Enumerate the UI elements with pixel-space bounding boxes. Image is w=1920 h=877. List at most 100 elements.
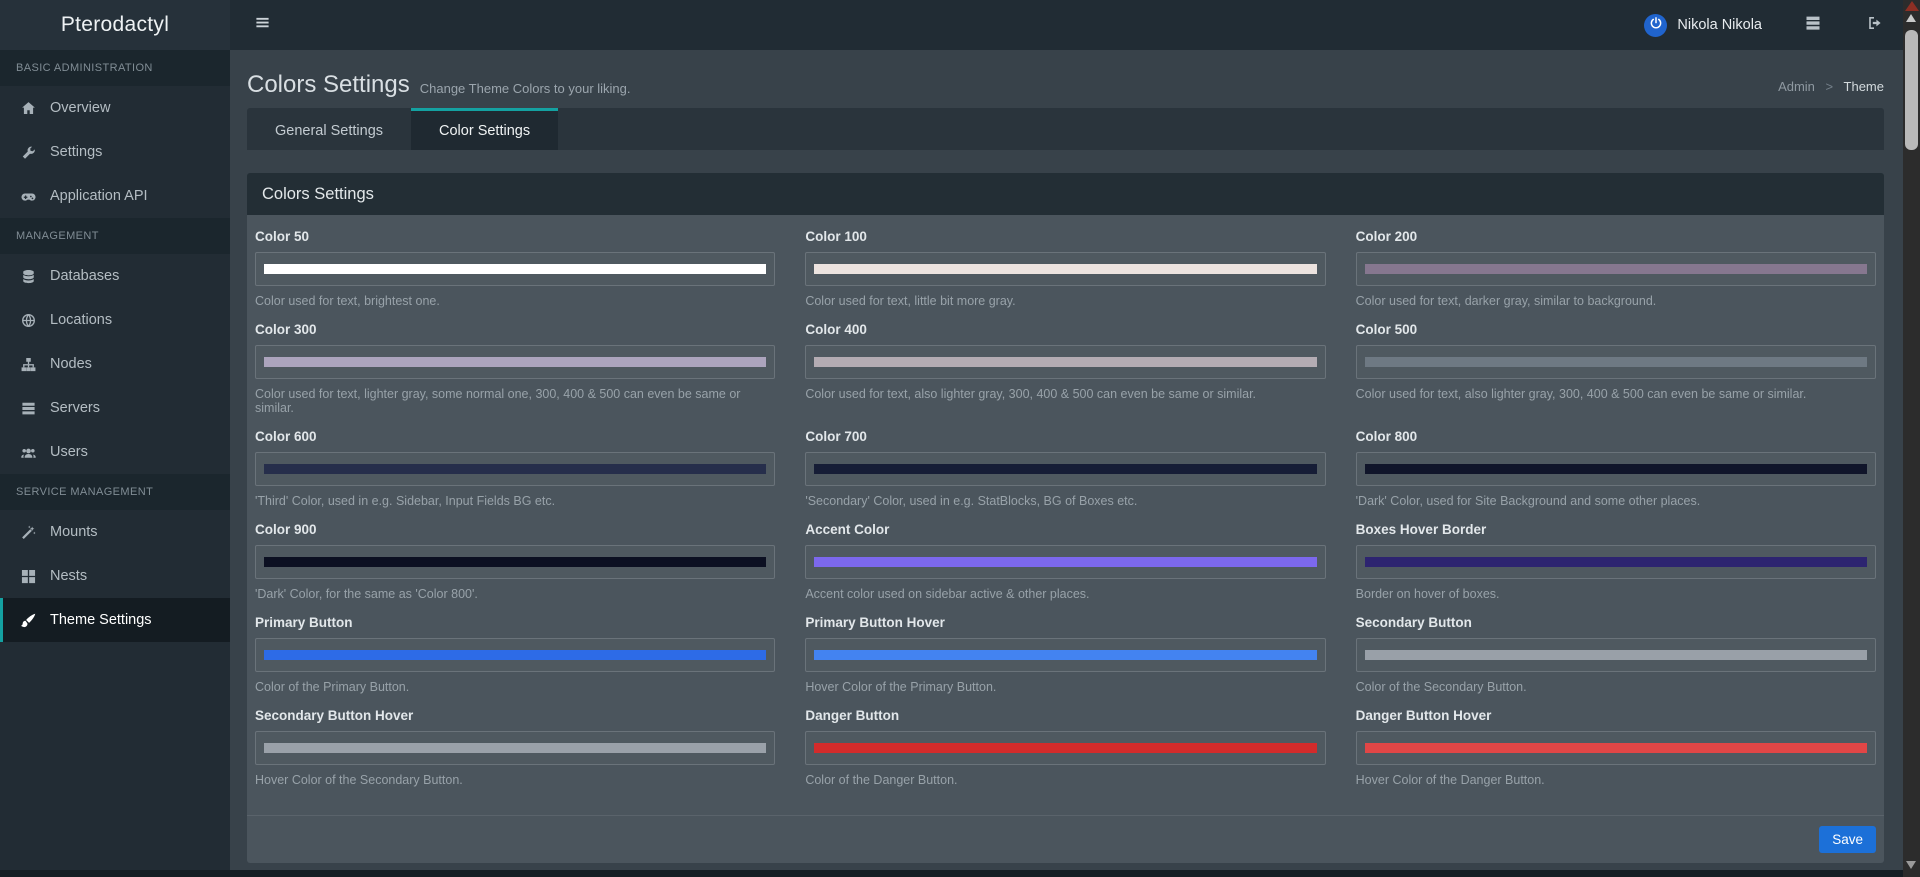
tab-general-settings[interactable]: General Settings [247,108,411,150]
paint-brush-icon [18,613,38,628]
color-input[interactable] [255,252,776,286]
color-field-label: Color 800 [1355,429,1418,444]
color-field-description: Color used for text, darker gray, simila… [1355,294,1657,308]
scrollbar-top-red-marker-icon [1905,1,1919,11]
top-bar: Pterodactyl Nikola Nikola [0,0,1920,50]
sidebar-item-users[interactable]: Users [0,430,230,474]
color-input[interactable] [805,731,1326,765]
color-swatch [1364,743,1867,753]
color-swatch [814,357,1317,367]
color-input[interactable] [805,545,1326,579]
sidebar-item-label: Settings [50,144,103,160]
gamepad-icon [18,189,38,204]
color-input[interactable] [1355,345,1876,379]
color-input[interactable] [1355,252,1876,286]
color-input[interactable] [805,345,1326,379]
color-input[interactable] [1355,452,1876,486]
sidebar-section-label: BASIC ADMINISTRATION [0,50,230,86]
user-menu[interactable]: Nikola Nikola [1644,13,1762,37]
scrollbar[interactable] [1903,0,1920,877]
logout-button[interactable] [1864,14,1886,36]
page-subtitle: Change Theme Colors to your liking. [419,81,631,96]
scrollbar-down-arrow-icon[interactable] [1906,861,1916,869]
panel-title: Colors Settings [247,173,1884,215]
color-field-primary-button: Primary Button Color of the Primary Butt… [255,615,776,694]
color-input[interactable] [1355,731,1876,765]
color-field-color-800: Color 800 'Dark' Color, used for Site Ba… [1355,429,1876,508]
brand-logo[interactable]: Pterodactyl [0,0,230,50]
color-field-description: Border on hover of boxes. [1355,587,1500,601]
user-name: Nikola Nikola [1677,17,1762,33]
globe-icon [18,313,38,328]
sidebar-item-nodes[interactable]: Nodes [0,342,230,386]
color-input[interactable] [805,452,1326,486]
breadcrumb-admin-link[interactable]: Admin [1778,79,1815,94]
color-field-color-50: Color 50 Color used for text, brightest … [255,229,776,308]
color-swatch [814,557,1317,567]
color-field-label: Color 100 [805,229,867,244]
color-swatch [264,264,767,274]
sitemap-icon [18,357,38,372]
color-field-color-200: Color 200 Color used for text, darker gr… [1355,229,1876,308]
color-field-label: Danger Button [805,708,900,723]
color-input[interactable] [255,638,776,672]
sidebar-toggle-button[interactable] [247,10,277,40]
color-field-primary-button-hover: Primary Button Hover Hover Color of the … [805,615,1326,694]
scrollbar-thumb[interactable] [1905,30,1918,150]
color-input[interactable] [255,545,776,579]
sidebar-item-databases[interactable]: Databases [0,254,230,298]
top-bar-right: Nikola Nikola [230,0,1920,50]
tab-bar: General Settings Color Settings [247,108,1884,150]
sidebar-item-overview[interactable]: Overview [0,86,230,130]
color-swatch [814,650,1317,660]
color-input[interactable] [805,638,1326,672]
color-field-description: 'Secondary' Color, used in e.g. StatBloc… [805,494,1138,508]
color-input[interactable] [1355,545,1876,579]
sidebar-item-locations[interactable]: Locations [0,298,230,342]
save-button[interactable]: Save [1819,826,1876,853]
color-field-label: Color 200 [1355,229,1418,244]
color-field-color-300: Color 300 Color used for text, lighter g… [255,322,776,415]
color-field-color-600: Color 600 'Third' Color, used in e.g. Si… [255,429,776,508]
color-field-label: Boxes Hover Border [1355,522,1487,537]
color-field-label: Primary Button Hover [805,615,945,630]
color-input[interactable] [255,731,776,765]
sidebar-item-nests[interactable]: Nests [0,554,230,598]
sidebar-item-servers[interactable]: Servers [0,386,230,430]
color-field-label: Accent Color [805,522,890,537]
sidebar-item-settings[interactable]: Settings [0,130,230,174]
color-input[interactable] [1355,638,1876,672]
user-avatar [1644,13,1668,37]
color-swatch [264,743,767,753]
color-field-description: Color used for text, also lighter gray, … [805,387,1257,401]
breadcrumb-current: Theme [1843,79,1884,94]
color-input[interactable] [255,345,776,379]
grid-icon [18,569,38,584]
sidebar-item-label: Overview [50,100,111,116]
server-list-button[interactable] [1802,14,1824,36]
tab-color-settings[interactable]: Color Settings [411,108,559,150]
sidebar-item-theme-settings[interactable]: Theme Settings [0,598,230,642]
power-icon [1649,16,1663,34]
sidebar-item-label: Nests [50,568,88,584]
color-field-description: 'Dark' Color, used for Site Background a… [1355,494,1701,508]
color-field-description: Color used for text, also lighter gray, … [1355,387,1807,401]
color-swatch [814,464,1317,474]
color-input[interactable] [805,252,1326,286]
color-swatch [1364,650,1867,660]
sidebar-item-mounts[interactable]: Mounts [0,510,230,554]
color-field-label: Primary Button [255,615,353,630]
wrench-icon [18,145,38,160]
color-field-color-500: Color 500 Color used for text, also ligh… [1355,322,1876,415]
color-field-label: Color 600 [255,429,317,444]
sidebar-item-label: Users [50,444,88,460]
color-field-danger-button-hover: Danger Button Hover Hover Color of the D… [1355,708,1876,787]
color-input[interactable] [255,452,776,486]
users-icon [18,445,38,460]
scrollbar-up-arrow-icon[interactable] [1906,14,1916,22]
sidebar-item-application-api[interactable]: Application API [0,174,230,218]
panel-footer: Save [247,815,1884,863]
color-field-label: Color 900 [255,522,317,537]
bottom-edge-band [0,870,1920,877]
color-swatch [264,650,767,660]
